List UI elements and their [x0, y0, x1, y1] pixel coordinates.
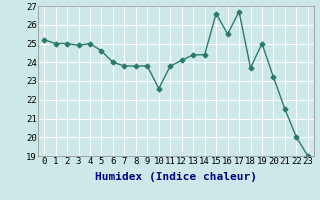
X-axis label: Humidex (Indice chaleur): Humidex (Indice chaleur) — [95, 172, 257, 182]
